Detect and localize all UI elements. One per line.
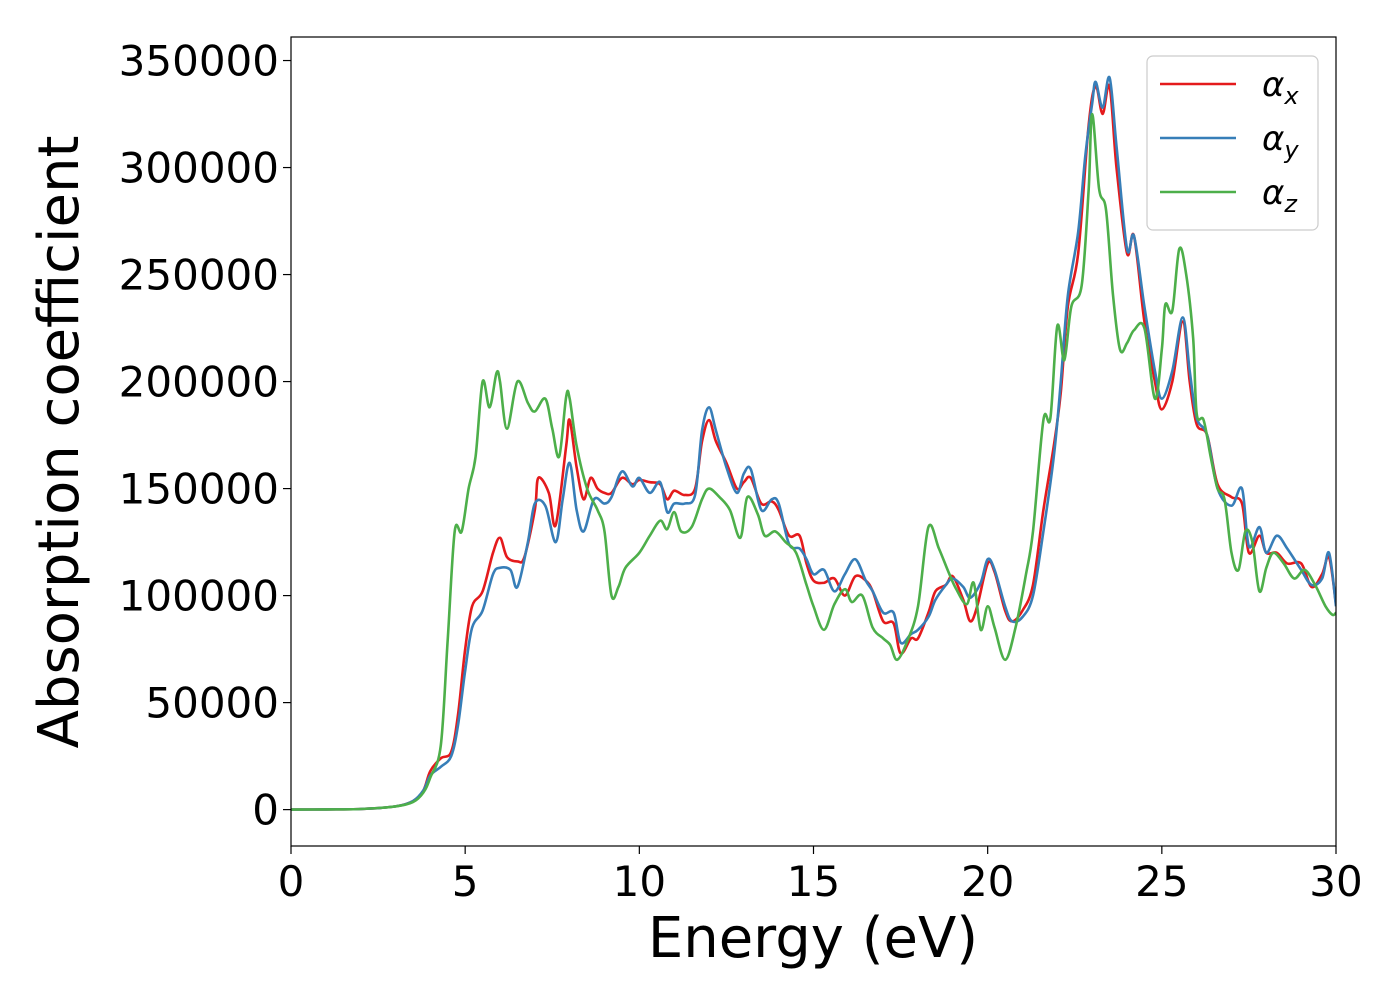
y-tick-label: 0 [252, 786, 279, 835]
y-tick-label: 150000 [119, 465, 279, 514]
legend-label-y: αy [1262, 119, 1299, 164]
x-axis-ticks: 0 5 10 15 20 25 30 [278, 846, 1363, 906]
series-line-y [291, 75, 1336, 811]
x-tick-label: 20 [961, 857, 1014, 906]
legend-label-x: αx [1262, 65, 1299, 110]
x-axis-label: Energy (eV) [648, 906, 978, 971]
y-axis-ticks: 0 50000 100000 150000 200000 250000 300000 3500… [119, 37, 291, 835]
y-tick-label: 250000 [119, 251, 279, 300]
x-tick-label: 25 [1135, 857, 1188, 906]
x-tick-label: 15 [787, 857, 840, 906]
x-tick-label: 5 [452, 857, 479, 906]
legend: αx αy αz [1146, 55, 1319, 231]
series-line-z [291, 112, 1336, 811]
legend-label-z: αz [1262, 173, 1298, 218]
x-tick-label: 10 [613, 857, 666, 906]
series-layer [291, 75, 1336, 811]
series-line-x [291, 83, 1336, 811]
y-tick-label: 300000 [119, 144, 279, 193]
legend-box [1146, 55, 1319, 231]
y-tick-label: 50000 [145, 679, 279, 728]
y-axis-label: Absorption coefficient [27, 136, 92, 749]
y-tick-label: 200000 [119, 358, 279, 407]
x-tick-label: 0 [278, 857, 305, 906]
y-tick-label: 100000 [119, 572, 279, 621]
x-tick-label: 30 [1309, 857, 1362, 906]
y-tick-label: 350000 [119, 37, 279, 86]
